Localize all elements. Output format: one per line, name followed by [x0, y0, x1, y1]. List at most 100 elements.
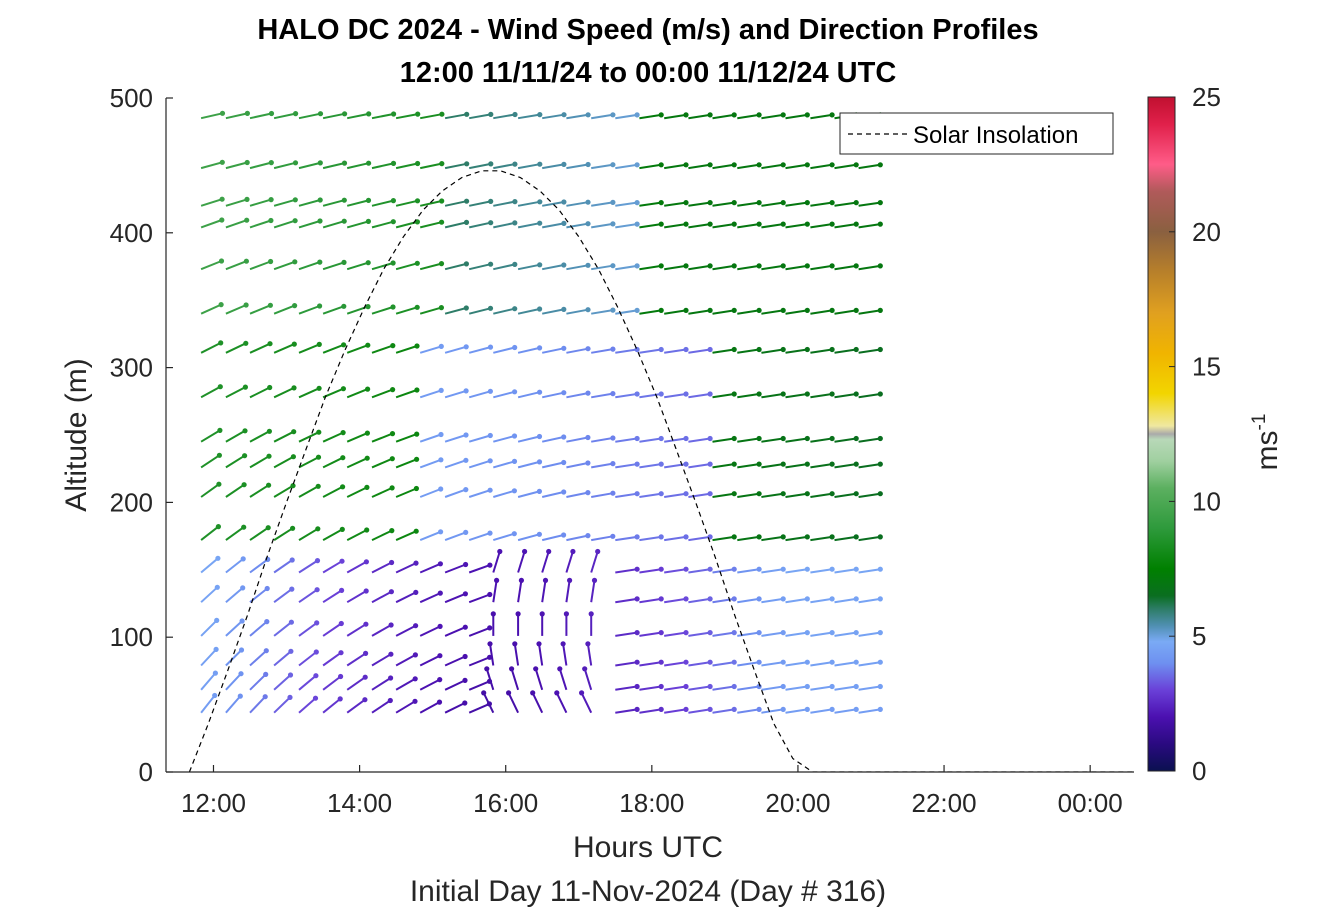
wind-barb-stem [858, 597, 881, 604]
wind-barb-head [340, 430, 346, 436]
wind-barb-stem [761, 708, 784, 714]
wind-barb-stem [346, 199, 369, 207]
wind-barb-head [414, 198, 421, 204]
wind-barb-head [238, 671, 244, 677]
wind-barb-stem [200, 454, 220, 469]
wind-barb-stem [322, 220, 345, 229]
wind-barb-head [462, 700, 468, 706]
wind-barb-head [658, 391, 664, 397]
wind-barb-head [363, 621, 369, 627]
wind-barb-head [731, 200, 737, 206]
wind-barb-stem [664, 708, 687, 714]
wind-barb-stem [225, 558, 244, 574]
wind-barb-head [683, 461, 689, 467]
wind-barb-stem [688, 463, 711, 469]
wind-barb-head [481, 690, 487, 696]
wind-barb-head [634, 346, 640, 353]
wind-barb-stem [419, 200, 442, 207]
wind-barb-head [533, 666, 539, 672]
wind-barb-head [585, 161, 591, 168]
wind-barb-stem [591, 222, 614, 229]
wind-barb-stem [371, 486, 393, 498]
wind-barb-stem [200, 619, 218, 637]
wind-barb-head [289, 586, 295, 592]
wind-barb-head [487, 641, 493, 647]
wind-barb-stem [468, 532, 491, 542]
wind-barb-stem [639, 708, 662, 714]
wind-barb-head [731, 566, 737, 572]
wind-barb-head [683, 566, 689, 572]
wind-barb-head [829, 221, 835, 227]
wind-barb-stem [298, 343, 320, 354]
wind-barb-head [341, 197, 347, 203]
wind-barb-stem [639, 393, 662, 399]
wind-barb-head [268, 217, 274, 224]
wind-barb-head [877, 461, 883, 467]
wind-barb-head [487, 432, 493, 439]
wind-barb-stem [615, 201, 638, 207]
wind-barb-head [591, 577, 598, 584]
wind-barb-head [877, 307, 883, 313]
wind-barb-head [610, 199, 616, 205]
wind-barb-stem [346, 698, 366, 714]
wind-barb-head [487, 562, 493, 568]
wind-barb-head [244, 159, 250, 166]
wind-barb-stem [273, 112, 296, 120]
wind-barb-head [488, 198, 494, 204]
wind-barb-head [291, 429, 297, 435]
wind-barb-head [561, 489, 567, 495]
wind-barb-stem [664, 661, 687, 667]
wind-barb-head [497, 548, 503, 555]
wind-barb-head [634, 221, 640, 227]
wind-barb-head [494, 577, 500, 584]
wind-barb-stem [395, 199, 418, 207]
wind-barb-stem [785, 597, 808, 604]
wind-barb-head [317, 197, 323, 203]
wind-barb-head [707, 461, 713, 467]
wind-barb-stem [225, 587, 244, 603]
wind-barb-stem [273, 343, 295, 354]
wind-barb-stem [785, 223, 808, 229]
wind-barb-head [561, 199, 567, 205]
wind-barb-head [561, 532, 567, 538]
wind-barb-stem [517, 551, 526, 573]
wind-barb-stem [639, 309, 662, 315]
wind-barb-stem [785, 309, 808, 315]
wind-barb-head [829, 346, 835, 353]
wind-barb-head [585, 199, 591, 205]
wind-barb-stem [639, 163, 662, 170]
wind-barb-head [484, 666, 490, 672]
wind-barb-stem [419, 654, 441, 667]
wind-barb-head [238, 647, 245, 653]
wind-barb-stem [517, 263, 540, 271]
wind-barb-stem [517, 346, 540, 354]
wind-barb-head [512, 161, 518, 167]
wind-barb-head [314, 620, 320, 626]
wind-barb-stem [371, 561, 393, 574]
wind-barb-head [292, 218, 298, 224]
wind-barb-head [707, 683, 713, 690]
wind-barb-head [438, 457, 444, 463]
wind-barb-stem [810, 348, 833, 354]
wind-barb-head [731, 659, 737, 665]
wind-barb-stem [493, 221, 516, 229]
wind-barb-stem [664, 492, 687, 498]
wind-barb-head [683, 659, 689, 665]
wind-barb-stem [590, 580, 596, 603]
wind-barb-stem [566, 534, 589, 542]
wind-barb-stem [785, 437, 808, 443]
wind-barb-head [610, 221, 616, 227]
wind-barb-stem [444, 434, 467, 443]
wind-barb-stem [688, 309, 711, 315]
wind-barb-head [488, 111, 494, 117]
wind-barb-stem [517, 391, 540, 399]
wind-barb-head [437, 623, 443, 630]
wind-barb-stem [858, 437, 881, 443]
wind-barb-head [877, 221, 883, 227]
wind-barb-stem [493, 532, 515, 542]
wind-barb-head [287, 694, 293, 701]
wind-barb-head [658, 461, 664, 467]
wind-barb-stem [485, 668, 495, 691]
wind-barb-head [518, 577, 525, 584]
wind-barb-head [365, 218, 371, 224]
